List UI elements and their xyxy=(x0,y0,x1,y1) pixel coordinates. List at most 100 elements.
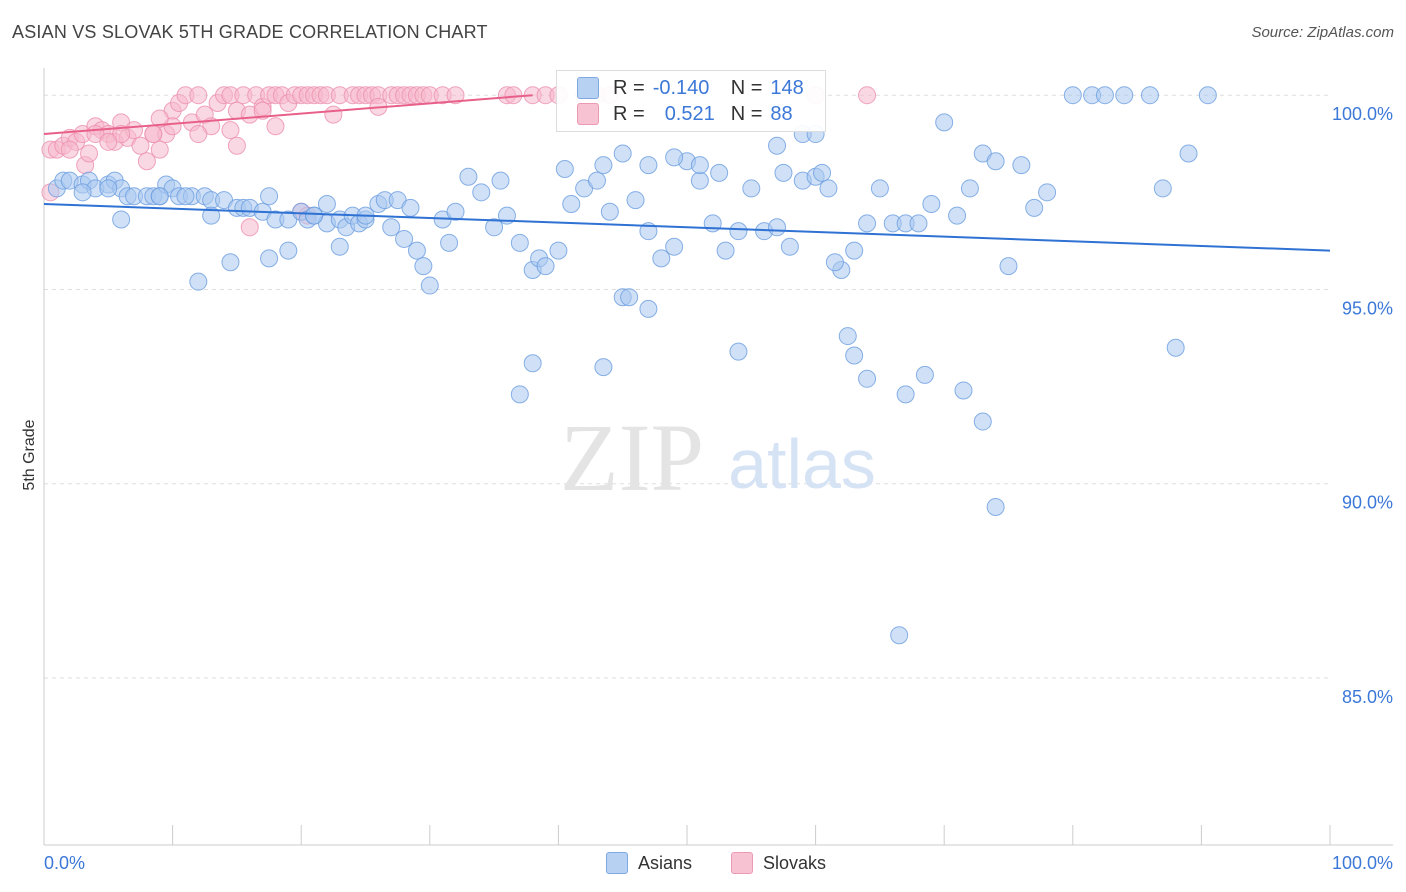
asians-point xyxy=(99,179,118,198)
asians-swatch xyxy=(577,77,599,99)
asians-point xyxy=(414,257,433,276)
asians-point xyxy=(260,187,279,206)
trend-lines xyxy=(43,94,1331,252)
asians-point xyxy=(768,136,787,155)
slovaks-r-value: 0.521 xyxy=(664,102,715,125)
y-tick-label: 90.0% xyxy=(1342,493,1393,513)
slovaks-point xyxy=(80,144,99,163)
slovaks-point xyxy=(137,152,156,171)
asians-point xyxy=(600,202,619,221)
asians-point xyxy=(613,144,632,163)
asians-point xyxy=(858,369,877,388)
asians-point xyxy=(594,156,613,175)
legend-row-slovaks: R = 0.521 N = 88 xyxy=(577,102,793,126)
asians-point xyxy=(1095,86,1114,105)
asians-point xyxy=(716,241,735,260)
slovaks-point xyxy=(150,140,169,159)
asians-point xyxy=(960,179,979,198)
tick-labels: 85.0% 90.0% 95.0% 100.0% 0.0% 100.0% xyxy=(44,104,1393,873)
asians-point xyxy=(639,156,658,175)
asians-point xyxy=(1198,86,1217,105)
asians-point xyxy=(652,249,671,268)
x-tick-label-max: 100.0% xyxy=(1332,853,1393,873)
slovaks-point xyxy=(189,125,208,144)
asians-point xyxy=(459,167,478,186)
asians-point xyxy=(587,171,606,190)
asians-point xyxy=(665,237,684,256)
asians-r-value: -0.140 xyxy=(652,76,710,99)
y-tick-label: 95.0% xyxy=(1342,298,1393,318)
asians-point xyxy=(870,179,889,198)
asians-point xyxy=(536,257,555,276)
slovaks-legend-label: Slovaks xyxy=(763,852,827,873)
slovaks-n-value: 88 xyxy=(770,102,793,125)
asians-point xyxy=(150,187,169,206)
asians-trend-line xyxy=(43,202,1331,252)
asians-point xyxy=(510,233,529,252)
asians-point xyxy=(112,210,131,229)
legend-item-slovaks[interactable]: Slovaks xyxy=(731,852,826,874)
asians-point xyxy=(317,194,336,213)
asians-point xyxy=(909,214,928,233)
asians-point xyxy=(382,218,401,237)
slovaks-point xyxy=(221,121,240,140)
asians-point xyxy=(1179,144,1198,163)
slovaks-legend-swatch xyxy=(731,852,753,874)
asians-point xyxy=(896,385,915,404)
asians-point xyxy=(1038,183,1057,202)
source-label: Source: ZipAtlas.com xyxy=(1251,24,1394,41)
asians-point xyxy=(890,626,909,645)
asians-point xyxy=(825,253,844,272)
asians-point xyxy=(768,218,787,237)
asians-n-value: 148 xyxy=(770,76,804,99)
asians-point xyxy=(626,191,645,210)
asians-point xyxy=(774,163,793,182)
slovaks-point xyxy=(858,86,877,105)
slovaks-trend-line xyxy=(43,94,533,136)
slovaks-point xyxy=(504,86,523,105)
asians-point xyxy=(189,272,208,291)
chart-title: ASIAN VS SLOVAK 5TH GRADE CORRELATION CH… xyxy=(12,22,488,42)
asians-point xyxy=(845,346,864,365)
asians-point xyxy=(665,148,684,167)
x-tick-label-min: 0.0% xyxy=(44,853,85,873)
r-label: R = xyxy=(613,76,645,99)
asians-point xyxy=(1115,86,1134,105)
asians-point xyxy=(729,342,748,361)
asians-point xyxy=(1063,86,1082,105)
axes xyxy=(43,68,1393,846)
asians-points xyxy=(47,86,1217,645)
asians-point xyxy=(440,233,459,252)
asians-point xyxy=(838,327,857,346)
asians-point xyxy=(562,194,581,213)
asians-point xyxy=(858,214,877,233)
watermark-atlas: atlas xyxy=(728,425,876,503)
asians-point xyxy=(330,237,349,256)
slovaks-point xyxy=(446,86,465,105)
asians-point xyxy=(1025,198,1044,217)
asians-point xyxy=(915,365,934,384)
asians-point xyxy=(620,288,639,307)
asians-point xyxy=(594,358,613,377)
asians-point xyxy=(639,299,658,318)
slovaks-point xyxy=(150,109,169,128)
asians-point xyxy=(305,206,324,225)
y-tick-label: 85.0% xyxy=(1342,687,1393,707)
n-label: N = xyxy=(730,102,763,125)
slovaks-point xyxy=(324,105,343,124)
slovaks-point xyxy=(227,136,246,155)
legend-row-asians: R = -0.140 N = 148 xyxy=(577,76,804,100)
watermark-zip: ZIP xyxy=(560,404,704,511)
slovaks-swatch xyxy=(577,103,599,125)
asians-point xyxy=(221,253,240,272)
legend-item-asians[interactable]: Asians xyxy=(606,852,692,874)
asians-point xyxy=(935,113,954,132)
asians-point xyxy=(485,218,504,237)
asians-point xyxy=(729,222,748,241)
asians-point xyxy=(407,241,426,260)
slovaks-point xyxy=(60,140,79,159)
grid-lines xyxy=(44,94,1330,679)
asians-legend-label: Asians xyxy=(638,852,693,873)
asians-point xyxy=(1140,86,1159,105)
